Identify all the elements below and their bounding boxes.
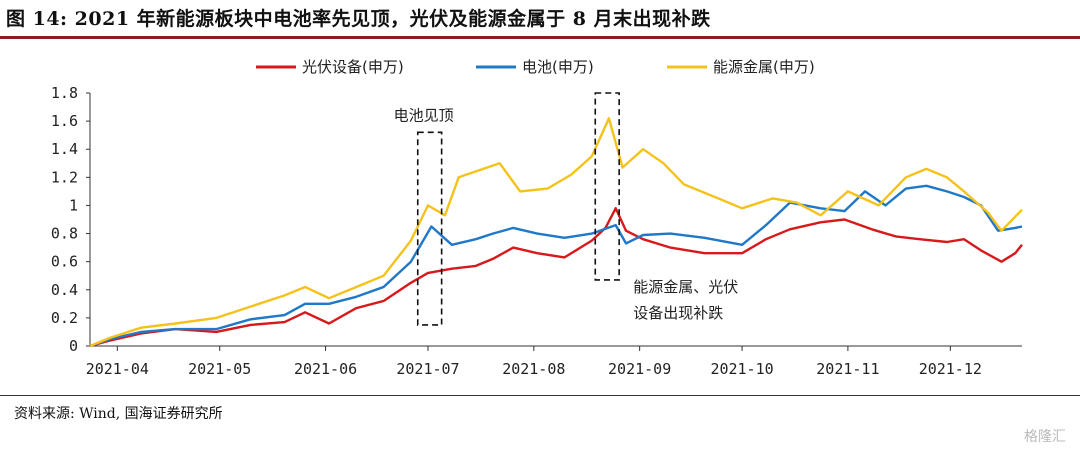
series-lines — [89, 117, 1023, 348]
x-tick-label: 2021-10 — [710, 360, 773, 378]
x-tick-label: 2021-08 — [502, 360, 565, 378]
y-tick-label: 1 — [69, 196, 78, 214]
y-tick-label: 0 — [69, 337, 78, 355]
legend-label-1: 光伏设备(申万) — [302, 58, 404, 76]
source-note: 资料来源: Wind, 国海证券研究所 — [14, 406, 223, 422]
axes: 0 0.2 0.4 0.6 0.8 1 1.2 1.4 1.6 1.8 2021-04 2021-05… — [51, 84, 1022, 378]
x-tick-label: 2021-12 — [919, 360, 982, 378]
x-tick-label: 2021-06 — [294, 360, 357, 378]
y-tick-label: 1.2 — [51, 168, 78, 186]
y-tick-label: 0.4 — [51, 281, 78, 299]
x-tick-label: 2021-04 — [86, 360, 149, 378]
legend-label-3: 能源金属(申万) — [713, 58, 815, 76]
series-line-3 — [89, 117, 1023, 348]
watermark-logo: 格隆汇 — [1024, 429, 1066, 445]
x-tick-label: 2021-09 — [608, 360, 671, 378]
y-tick-label: 0.8 — [51, 225, 78, 243]
y-tick-label: 1.6 — [51, 112, 78, 130]
x-tick-label: 2021-05 — [188, 360, 251, 378]
y-tick-label: 0.6 — [51, 253, 78, 271]
x-tick-label: 2021-11 — [816, 360, 879, 378]
x-tick-label: 2021-07 — [396, 360, 459, 378]
legend: 光伏设备(申万) 电池(申万) 能源金属(申万) — [256, 58, 815, 76]
y-tick-label: 1.4 — [51, 140, 78, 158]
annotation-label: 设备出现补跌 — [633, 304, 723, 322]
chart-title: 图 14: 2021 年新能源板块中电池率先见顶，光伏及能源金属于 8 月末出现… — [6, 8, 711, 30]
legend-label-2: 电池(申万) — [522, 58, 594, 76]
annotation-box-1 — [416, 131, 443, 326]
title-rule — [0, 36, 1080, 39]
annotation-label: 电池见顶 — [394, 106, 454, 124]
y-tick-label: 1.8 — [51, 84, 78, 102]
y-tick-label: 0.2 — [51, 309, 78, 327]
footer-rule — [0, 395, 1080, 396]
annotation-label: 能源金属、光伏 — [633, 278, 738, 296]
annotation-box-2 — [594, 92, 620, 281]
series-line-1 — [89, 207, 1023, 348]
series-line-2 — [89, 184, 1023, 348]
